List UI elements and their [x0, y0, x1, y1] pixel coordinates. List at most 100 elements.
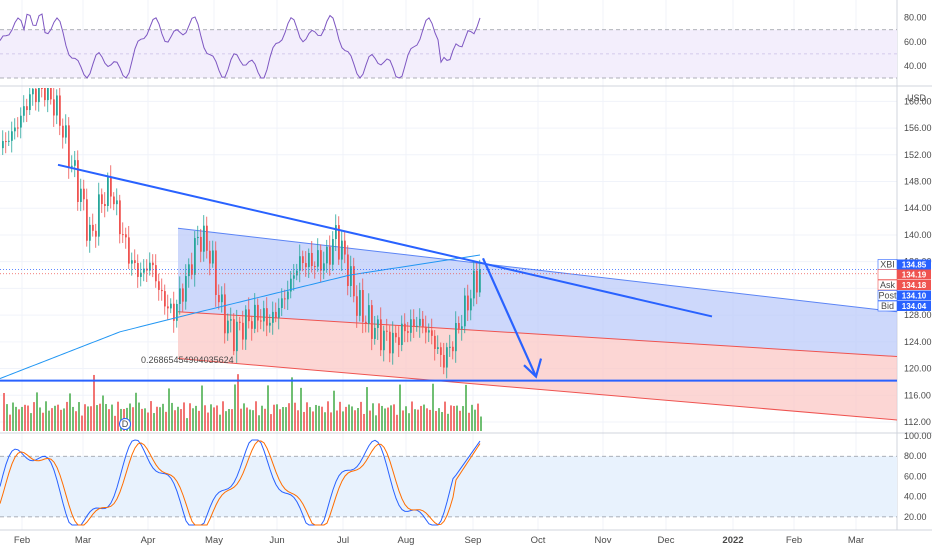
volume-bar [357, 408, 359, 431]
candle-body [83, 188, 85, 200]
candle-body [110, 177, 112, 197]
candle-body [116, 200, 118, 205]
candle-body [446, 347, 448, 368]
candle-body [29, 94, 31, 111]
candle-body [278, 307, 280, 318]
candle-body [254, 304, 256, 329]
candle-body [281, 298, 283, 308]
stoch-tick-4: 20.00 [904, 512, 927, 522]
candle-body [314, 266, 316, 268]
volume-bar [222, 401, 224, 431]
volume-bar [195, 405, 197, 431]
candle-body [230, 319, 232, 321]
volume-bar [360, 401, 362, 431]
rsi-tick-0: 80.00 [904, 13, 927, 23]
volume-bar [249, 409, 251, 431]
candle-body [266, 308, 268, 326]
candle-body [56, 95, 58, 116]
volume-bar [108, 409, 110, 431]
volume-bar [9, 414, 11, 431]
candle-body [437, 347, 439, 349]
volume-bar [15, 406, 17, 431]
candle-body [170, 303, 172, 309]
volume-bar [237, 374, 239, 431]
candle-body [341, 240, 343, 260]
candle-body [371, 305, 373, 339]
candle-body [119, 200, 121, 235]
candle-body [374, 327, 376, 339]
volume-bar [354, 410, 356, 431]
candle-body [434, 335, 436, 349]
quote-tag-bg-3 [897, 290, 931, 301]
candle-body [443, 354, 445, 368]
channel-bottom-line [177, 358, 898, 421]
candle-body [203, 225, 205, 252]
candle-body [458, 323, 460, 329]
volume-bar [447, 413, 449, 431]
quote-tag-bg-4 [897, 301, 931, 311]
volume-bar [480, 416, 482, 431]
volume-bar [132, 407, 134, 431]
candle-body [167, 306, 169, 309]
projection-arrow-head [523, 358, 543, 379]
volume-bar [198, 410, 200, 431]
rsi-tick-2: 40.00 [904, 61, 927, 71]
candle-body [248, 309, 250, 322]
volume-bar [342, 411, 344, 431]
volume-bar [147, 412, 149, 431]
candle-body [197, 236, 199, 239]
candle-body [332, 239, 334, 265]
candle-body [74, 160, 76, 166]
candle-body [395, 332, 397, 338]
candle-body [452, 346, 454, 352]
candle-body [50, 88, 52, 100]
candle-body [164, 291, 166, 307]
candle-body [65, 125, 67, 138]
volume-bar [3, 393, 5, 431]
volume-bar [336, 410, 338, 431]
channel-top-line [177, 227, 898, 313]
candle-body [224, 294, 226, 334]
volume-bar [153, 413, 155, 431]
candle-body [11, 131, 13, 141]
volume-bar [366, 387, 368, 431]
volume-bar [312, 411, 314, 431]
volume-bar [267, 385, 269, 431]
candle-body [26, 106, 28, 111]
candle-body [287, 291, 289, 300]
volume-bar [348, 404, 350, 431]
candle-body [140, 272, 142, 277]
volume-bar [231, 409, 233, 431]
volume-bar [264, 408, 266, 431]
candle-body [416, 325, 418, 327]
volume-bar [159, 407, 161, 431]
candle-body [149, 262, 151, 271]
x-tick-11: 2022 [722, 535, 743, 546]
volume-bar [36, 392, 38, 431]
volume-bar [144, 408, 146, 431]
volume-bar [396, 414, 398, 431]
candle-body [161, 289, 163, 292]
candle-body [191, 264, 193, 275]
volume-bar [12, 402, 14, 431]
candle-body [173, 303, 175, 321]
volume-bar [273, 404, 275, 431]
candle-body [449, 346, 451, 348]
candle-body [296, 270, 298, 276]
quote-tag-value-1: 134.19 [902, 271, 927, 280]
volume-bar [450, 405, 452, 431]
stoch-tick-2: 60.00 [904, 471, 927, 481]
candle-body [269, 322, 271, 326]
candle-body [251, 321, 253, 329]
volume-bar [315, 404, 317, 431]
volume-bar [300, 387, 302, 431]
volume-bar [345, 406, 347, 431]
volume-bar [60, 409, 62, 431]
x-tick-6: Aug [398, 535, 415, 546]
candle-body [470, 298, 472, 311]
volume-bar [444, 401, 446, 431]
volume-bar [216, 405, 218, 431]
volume-bar [27, 405, 29, 431]
